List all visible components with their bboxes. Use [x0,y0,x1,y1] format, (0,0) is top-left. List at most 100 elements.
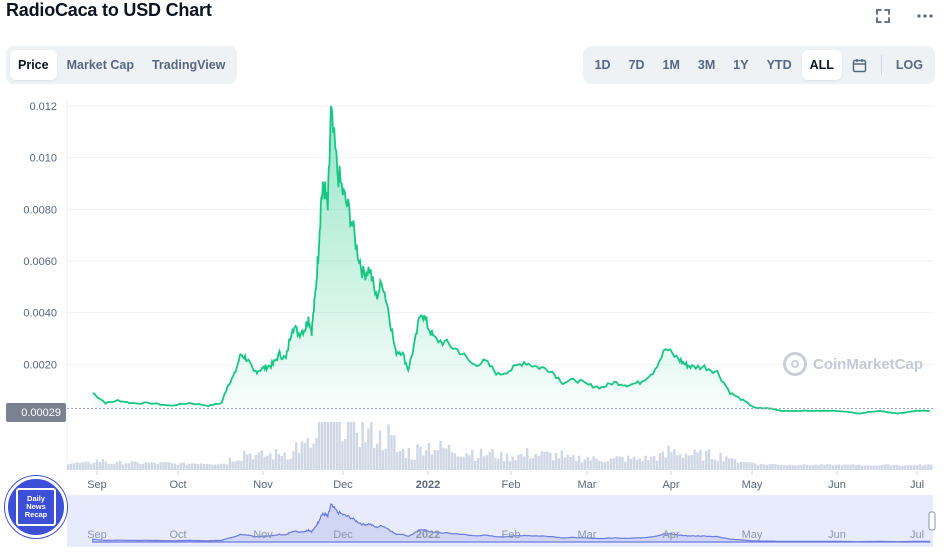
volume-bar [739,461,742,470]
watermark-text: CoinMarketCap [813,355,924,373]
volume-bar [497,458,500,470]
volume-bar [615,456,618,470]
navigator-handle-right[interactable] [928,511,936,531]
volume-bar [251,459,255,470]
daily-news-recap-badge[interactable]: Daily News Recap [5,476,67,538]
volume-bar [162,462,165,470]
volume-bar [788,464,792,470]
volume-bar [777,464,780,470]
volume-bar [817,465,820,470]
volume-bar [869,465,872,470]
volume-bar [849,464,852,470]
volume-bar [774,464,777,470]
volume-bar [883,464,887,470]
volume-bar [673,449,676,470]
volume-bar [214,464,217,470]
range-7d[interactable]: 7D [628,58,645,72]
volume-bar [335,422,338,470]
volume-bar [898,465,901,470]
volume-bar [260,450,263,470]
navigator-tick-label: Sep [87,529,107,541]
price-line [92,105,930,415]
volume-bar [592,456,595,470]
volume-bar [378,430,382,470]
volume-bar [87,461,90,470]
range-1y[interactable]: 1Y [733,58,749,72]
volume-bar [540,451,543,470]
header-actions [873,6,935,26]
volume-bar [274,449,278,470]
volume-bar [153,462,156,470]
volume-bar [488,451,491,470]
volume-bar [101,459,104,470]
expand-icon[interactable] [873,6,893,26]
volume-bar [855,465,858,470]
range-1m[interactable]: 1M [662,58,680,72]
volume-bar [202,463,206,470]
x-tick-label: Jun [828,479,846,491]
volume-bar [500,451,503,470]
badge-line-3: Recap [24,510,48,519]
volume-bar [728,458,731,470]
volume-bar [90,464,93,470]
volume-bar [272,459,275,470]
volume-bar [756,465,760,470]
volume-bar [679,454,682,470]
volume-bar [791,465,794,470]
current-price-label: 0.00029 [6,403,66,422]
tab-price[interactable]: Price [10,50,57,80]
volume-bar [586,457,589,470]
volume-bar [482,456,486,470]
volume-bar [696,452,699,470]
calendar-icon[interactable] [844,50,875,80]
x-tick-label: Dec [333,479,353,491]
volume-bar [814,464,817,470]
navigator-tick-label: Feb [502,529,521,541]
y-tick-label: 0.0040 [23,308,57,320]
volume-bar [650,456,653,470]
volume-bar [176,464,180,470]
volume-bar [248,453,252,470]
volume-bar [863,465,867,470]
navigator-background[interactable] [67,495,933,547]
range-all[interactable]: ALL [801,50,842,80]
volume-bar [205,463,208,470]
volume-bar [612,458,615,470]
volume-bar [127,463,130,470]
tab-tradingview[interactable]: TradingView [151,58,226,72]
tab-market-cap[interactable]: Market Cap [66,58,134,72]
volume-bar [479,448,483,470]
volume-bar [537,456,540,470]
volume-bar [881,464,884,470]
volume-bar [121,464,125,470]
volume-bar [875,465,878,470]
volume-bar [563,457,566,470]
volume-bar [635,459,639,470]
volume-bar [234,461,237,470]
volume-bar [471,450,474,470]
volume-bar [182,462,185,470]
volume-bar [664,457,667,470]
volume-bar [912,465,916,470]
log-scale-button[interactable]: LOG [895,58,923,72]
price-chart[interactable]: 0.012 0.010 0.0080 0.0060 0.0040 0.0020 Sep Oc… [0,90,949,559]
volume-bar [194,463,197,470]
volume-bar [413,459,416,470]
volume-bar [491,448,494,470]
volume-bar [373,447,376,470]
volume-bar [445,448,448,470]
volume-bar [589,460,592,470]
navigator-tick-label: Jun [828,529,846,541]
volume-bar [315,437,318,470]
volume-bar [393,435,396,470]
volume-bar [653,455,656,470]
range-3m[interactable]: 3M [697,58,716,72]
volume-bar [430,454,434,470]
range-ytd[interactable]: YTD [766,58,792,72]
volume-bar [601,461,604,470]
x-tick-label: Apr [662,479,679,491]
range-1d[interactable]: 1D [594,58,611,72]
volume-bar [690,454,693,470]
volume-bar [820,464,823,470]
more-horizontal-icon[interactable] [915,6,935,26]
